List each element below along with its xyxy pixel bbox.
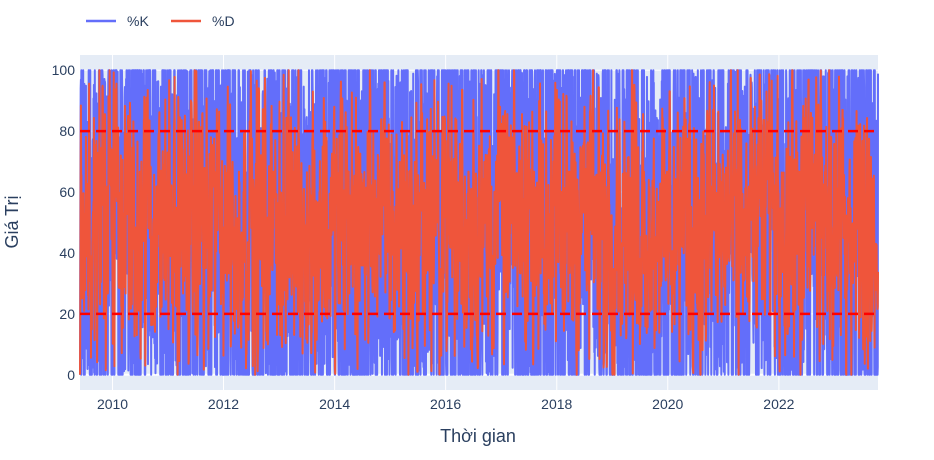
y-axis-ticks: 0 20 40 60 80 100 <box>52 62 76 383</box>
legend-label-k: %K <box>127 13 149 29</box>
y-tick-label: 20 <box>59 306 75 322</box>
x-axis-title: Thời gian <box>440 426 516 446</box>
x-tick-label: 2022 <box>763 396 794 412</box>
y-axis-title: Giá Trị <box>2 195 22 248</box>
y-tick-label: 100 <box>52 62 76 78</box>
y-tick-label: 0 <box>67 367 75 383</box>
series-d-line <box>79 69 879 376</box>
legend[interactable]: %K %D <box>86 13 235 29</box>
reference-lines <box>80 129 878 316</box>
series-d-path <box>79 69 879 376</box>
x-tick-label: 2014 <box>319 396 350 412</box>
x-tick-label: 2012 <box>208 396 239 412</box>
x-tick-label: 2020 <box>652 396 683 412</box>
y-tick-label: 80 <box>59 123 75 139</box>
x-tick-label: 2016 <box>430 396 461 412</box>
legend-item-d[interactable]: %D <box>171 13 235 29</box>
x-tick-label: 2010 <box>97 396 128 412</box>
x-axis-ticks: 2010 2012 2014 2016 2018 2020 2022 <box>97 396 795 412</box>
y-tick-label: 60 <box>59 184 75 200</box>
legend-item-k[interactable]: %K <box>86 13 149 29</box>
x-tick-label: 2018 <box>541 396 572 412</box>
legend-label-d: %D <box>212 13 235 29</box>
y-tick-label: 40 <box>59 245 75 261</box>
